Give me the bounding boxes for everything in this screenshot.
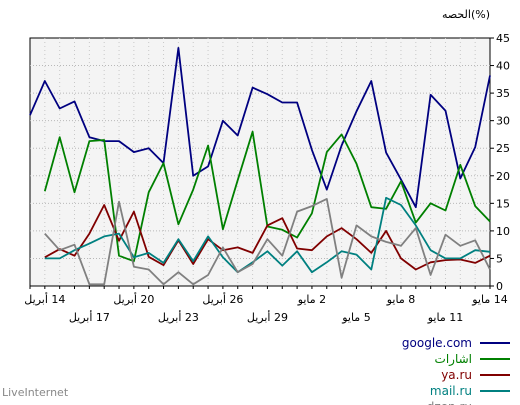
y-tick-label: 40 (496, 60, 510, 73)
x-tick-label: 2 مايو (297, 293, 326, 306)
x-tick-label: 29 أبريل (247, 310, 288, 324)
y-axis-label: الحصه(%) (442, 8, 490, 21)
y-axis-ticks: 0 5 10 15 20 25 30 35 40 45 (490, 32, 510, 293)
series-line (44, 197, 491, 286)
legend-label: dzen.ru (427, 400, 472, 405)
y-tick-label: 15 (496, 197, 510, 210)
y-tick-label: 30 (496, 115, 510, 128)
x-tick-label: 14 أبريل (24, 292, 65, 306)
y-tick-label: 35 (496, 87, 510, 100)
series-lines (29, 47, 491, 286)
legend-label: ya.ru (441, 368, 472, 382)
y-tick-label: 25 (496, 142, 510, 155)
x-tick-label: 11 مايو (427, 311, 463, 324)
y-tick-label: 20 (496, 170, 510, 183)
y-tick-label: 10 (496, 225, 510, 238)
y-tick-label: 5 (496, 252, 503, 265)
grid-lines (30, 38, 490, 286)
x-tick-label: 5 مايو (341, 311, 370, 324)
x-tick-label: 17 أبريل (69, 310, 110, 324)
y-tick-label: 0 (496, 280, 503, 293)
legend-label: google.com (402, 336, 472, 350)
x-tick-label: 23 أبريل (158, 310, 199, 324)
x-tick-label: 26 أبريل (202, 292, 243, 306)
x-tick-label: 14 مايو (471, 293, 507, 306)
series-line (44, 196, 491, 274)
footer-brand: LiveInternet (2, 386, 69, 399)
series-line (29, 47, 491, 209)
y-tick-label: 45 (496, 32, 510, 45)
x-tick-label: 20 أبريل (113, 292, 154, 306)
legend-label: اشارات (435, 352, 472, 367)
series-line (44, 204, 491, 271)
x-axis-ticks: 14 مايو 11 مايو 8 مايو 5 مايو 2 مايو 29 أبريل… (24, 286, 508, 324)
legend-label: mail.ru (430, 384, 472, 398)
x-tick-label: 8 مايو (386, 293, 415, 306)
